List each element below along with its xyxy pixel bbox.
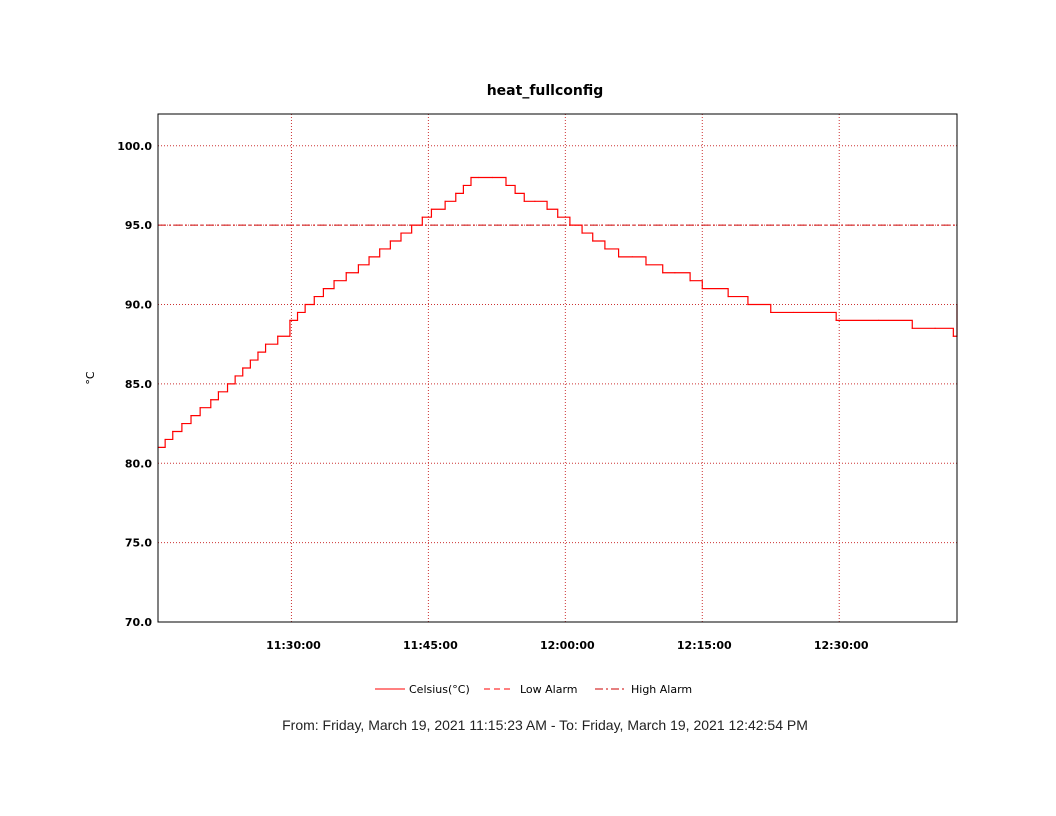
data-point-3 [181, 422, 183, 425]
data-point-42 [569, 224, 571, 226]
alarm-lines [158, 224, 957, 623]
data-point-35 [491, 176, 493, 179]
legend-label-low-alarm: Low Alarm [520, 683, 578, 696]
data-point-1 [164, 438, 166, 441]
data-point-2 [172, 430, 174, 433]
data-point-14 [277, 335, 279, 337]
data-point-24 [379, 248, 381, 250]
chart-title: heat_fullconfig [487, 83, 604, 99]
data-point-44 [592, 240, 594, 242]
data-point-30 [444, 200, 446, 202]
data-point-43 [581, 232, 583, 234]
series-celsius-line [158, 176, 958, 448]
data-point-47 [631, 256, 633, 258]
x-tick-label-0: 11:30:00 [266, 639, 321, 652]
y-tick-label-6: 100.0 [117, 140, 152, 153]
x-ticks: 11:30:00 11:45:00 12:00:00 12:15:00 12:30:00 [266, 639, 869, 652]
y-tick-label-0: 70.0 [125, 616, 152, 629]
date-range-footer: From: Friday, March 19, 2021 11:15:23 AM… [282, 717, 808, 733]
y-tick-label-3: 85.0 [125, 378, 152, 391]
data-point-40 [546, 208, 548, 210]
data-point-56 [792, 311, 795, 314]
y-ticks: 70.0 75.0 80.0 85.0 90.0 95.0 100.0 [117, 140, 152, 629]
plot-frame [157, 113, 958, 623]
data-point-33 [470, 176, 472, 179]
data-point-45 [604, 248, 606, 250]
data-point-59 [911, 327, 913, 329]
data-point-23 [368, 256, 370, 258]
data-point-26 [400, 232, 402, 234]
data-point-49 [662, 272, 664, 274]
data-point-12 [257, 351, 259, 353]
y-axis-label: °C [84, 371, 97, 385]
data-point-19 [322, 288, 324, 290]
data-point-29 [430, 208, 433, 210]
x-tick-label-2: 12:00:00 [540, 639, 595, 652]
data-point-10 [242, 367, 244, 369]
x-tick-label-3: 12:15:00 [677, 639, 732, 652]
legend: Celsius(°C) Low Alarm High Alarm [375, 683, 692, 696]
series [157, 176, 958, 448]
data-point-27 [411, 224, 413, 226]
data-point-50 [674, 272, 676, 274]
y-tick-label-4: 90.0 [125, 299, 152, 312]
data-point-5 [199, 407, 201, 409]
data-point-34 [478, 176, 480, 179]
data-point-31 [455, 192, 457, 194]
x-tick-label-1: 11:45:00 [403, 639, 458, 652]
grid [158, 114, 957, 623]
data-point-16 [296, 311, 299, 314]
y-tick-label-2: 80.0 [125, 457, 152, 470]
data-point-41 [557, 216, 559, 218]
data-point-57 [835, 319, 837, 321]
data-point-25 [389, 240, 391, 242]
y-tick-label-5: 95.0 [125, 219, 152, 232]
data-point-17 [304, 303, 306, 306]
data-point-46 [617, 256, 620, 258]
data-point-4 [190, 415, 192, 417]
data-point-28 [421, 216, 423, 218]
data-point-53 [727, 295, 729, 298]
data-point-39 [534, 200, 536, 202]
data-point-15 [289, 319, 291, 321]
data-point-61 [952, 335, 954, 337]
data-point-60 [934, 327, 936, 329]
data-point-6 [210, 399, 212, 401]
data-point-38 [523, 200, 525, 202]
data-point-9 [234, 375, 236, 377]
data-point-52 [701, 288, 703, 290]
data-point-54 [747, 303, 749, 306]
data-point-36 [505, 184, 507, 187]
data-point-32 [462, 184, 464, 187]
data-point-7 [217, 391, 220, 393]
data-point-51 [689, 280, 691, 282]
data-point-48 [645, 264, 647, 266]
data-point-20 [333, 280, 335, 282]
x-tick-label-4: 12:30:00 [814, 639, 869, 652]
data-point-21 [345, 272, 347, 274]
data-point-8 [226, 383, 229, 385]
data-point-13 [264, 343, 267, 345]
data-point-11 [249, 359, 251, 361]
legend-label-celsius: Celsius(°C) [409, 683, 470, 696]
data-point-22 [357, 264, 359, 266]
data-point-55 [770, 311, 772, 314]
data-point-58 [878, 319, 880, 321]
data-point-18 [313, 295, 315, 298]
y-tick-label-1: 75.0 [125, 537, 152, 550]
data-point-37 [514, 192, 516, 194]
legend-label-high-alarm: High Alarm [631, 683, 692, 696]
